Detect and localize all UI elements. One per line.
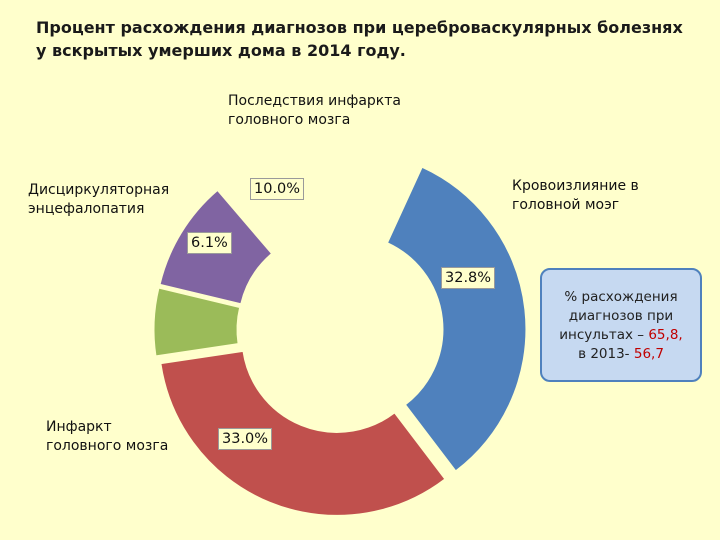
data-label-encephalopathy: 6.1%	[187, 232, 232, 254]
note-line-3-text: инсультах –	[559, 327, 649, 343]
data-label-after-infarct: 10.0%	[250, 178, 305, 200]
slice-encephalopathy	[153, 287, 241, 357]
note-line-1: % расхождения	[564, 289, 678, 305]
chart-title: Процент расхождения диагнозов при церебр…	[36, 18, 683, 60]
note-line-2: диагнозов при	[568, 308, 674, 324]
note-value-2014: 65,8,	[648, 327, 683, 343]
category-label-after-infarct: Последствия инфаркта головного мозга	[228, 93, 401, 128]
data-label-hemorrhage: 32.8%	[441, 267, 496, 289]
note-line-3: инсультах – 65,8,	[542, 326, 700, 345]
data-label-infarct: 33.0%	[218, 428, 273, 450]
category-label-infarct: Инфаркт головного мозга	[46, 419, 169, 454]
slice-infarct	[160, 350, 446, 516]
note-value-2013: 56,7	[633, 346, 664, 362]
note-box: % расхождения диагнозов при инсультах – …	[540, 268, 702, 382]
category-label-hemorrhage: Кровоизлияние в головной моэг	[512, 178, 639, 213]
slice-hemorrhage	[386, 166, 527, 472]
note-line-4-text: в 2013-	[578, 346, 634, 362]
note-line-4: в 2013- 56,7	[542, 345, 700, 364]
category-label-encephalopathy: Дисциркуляторная энцефалопатия	[28, 182, 170, 217]
